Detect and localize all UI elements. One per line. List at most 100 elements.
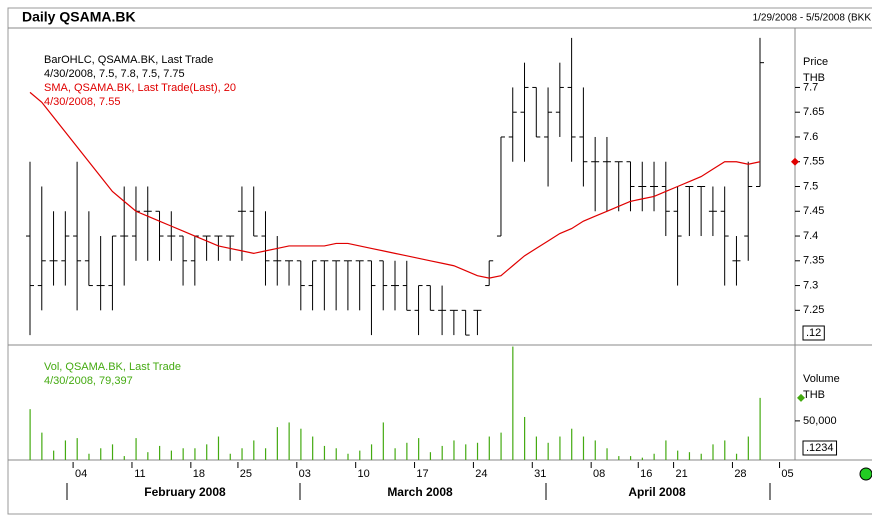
volume-bar (159, 446, 160, 460)
y-tick-label: 7.4 (803, 230, 818, 242)
volume-bar (642, 458, 643, 460)
y-tick-label: 50,000 (803, 415, 837, 427)
volume-bar (489, 437, 490, 460)
y-tick-label: 7.65 (803, 106, 824, 118)
y-tick-label: 7.35 (803, 255, 824, 267)
volume-bar (595, 440, 596, 460)
month-label: April 2008 (628, 485, 686, 499)
axis-title: Price (803, 56, 828, 68)
volume-bar (430, 452, 431, 460)
volume-bar (371, 444, 372, 460)
volume-bar (147, 452, 148, 460)
y-tick-label: 7.3 (803, 279, 818, 291)
volume-bar (65, 440, 66, 460)
volume-bar (41, 433, 42, 460)
volume-bar (524, 417, 525, 460)
status-icon (860, 468, 872, 480)
volume-bar (30, 409, 31, 460)
chart: Daily QSAMA.BK 1/29/2008 - 5/5/2008 (BKK… (0, 0, 872, 518)
volume-bar (654, 454, 655, 460)
x-tick-label: 24 (475, 468, 487, 480)
volume-bar (289, 422, 290, 460)
volume-bar (442, 446, 443, 460)
volume-bar (194, 448, 195, 460)
corner-label: .12 (806, 327, 821, 339)
volume-bar (618, 456, 619, 460)
y-tick-label: 7.45 (803, 205, 824, 217)
volume-bar (736, 454, 737, 460)
volume-bar (53, 451, 54, 460)
volume-bar (312, 437, 313, 460)
volume-bar (418, 438, 419, 460)
x-tick-label: 05 (781, 468, 793, 480)
volume-bar (677, 451, 678, 460)
volume-bar (701, 454, 702, 460)
volume-bar (583, 437, 584, 460)
x-tick-label: 10 (358, 468, 370, 480)
volume-bar (665, 440, 666, 460)
volume-bar (630, 456, 631, 460)
volume-bar (383, 422, 384, 460)
sma-line (30, 92, 760, 278)
y-tick-label: 7.6 (803, 131, 818, 143)
axis-title: THB (803, 389, 825, 401)
y-tick-label: 7.5 (803, 180, 818, 192)
x-tick-label: 08 (593, 468, 605, 480)
volume-bar (100, 448, 101, 460)
legend-text: Vol, QSAMA.BK, Last Trade (44, 361, 181, 373)
volume-bar (548, 443, 549, 460)
chart-title: Daily QSAMA.BK (22, 9, 136, 25)
x-tick-label: 18 (193, 468, 205, 480)
month-label: February 2008 (144, 485, 226, 499)
volume-bar (206, 444, 207, 460)
legend-text: 4/30/2008, 7.55 (44, 96, 120, 108)
volume-bar (277, 427, 278, 460)
page: {"header": {"title": "Daily QSAMA.BK", "… (0, 0, 872, 518)
volume-bar (606, 448, 607, 460)
volume-bar (406, 443, 407, 460)
legend-text: 4/30/2008, 7.5, 7.8, 7.5, 7.75 (44, 68, 185, 80)
month-label: March 2008 (387, 485, 453, 499)
y-tick-label: 7.55 (803, 156, 824, 168)
volume-bar (536, 437, 537, 460)
volume-bar (112, 444, 113, 460)
volume-bar (760, 398, 761, 460)
volume-bar (230, 454, 231, 460)
x-tick-label: 04 (75, 468, 87, 480)
volume-bar (359, 451, 360, 460)
volume-bar (218, 437, 219, 460)
x-tick-label: 28 (734, 468, 746, 480)
volume-bar (712, 444, 713, 460)
volume-bar (465, 444, 466, 460)
volume-bar (347, 454, 348, 460)
volume-bar (183, 448, 184, 460)
volume-bar (124, 456, 125, 460)
volume-bar (241, 448, 242, 460)
y-tick-label: 7.25 (803, 304, 824, 316)
volume-bar (395, 448, 396, 460)
x-tick-label: 16 (640, 468, 652, 480)
x-tick-label: 17 (416, 468, 428, 480)
volume-bar (724, 440, 725, 460)
legend-text: SMA, QSAMA.BK, Last Trade(Last), 20 (44, 82, 236, 94)
axis-title: Volume (803, 373, 840, 385)
volume-bar (135, 438, 136, 460)
volume-bar (253, 440, 254, 460)
legend-text: 4/30/2008, 79,397 (44, 375, 133, 387)
volume-bar (77, 438, 78, 460)
last-value-marker (791, 158, 799, 166)
volume-bar (500, 433, 501, 460)
legend-text: BarOHLC, QSAMA.BK, Last Trade (44, 54, 213, 66)
corner-label: .1234 (806, 442, 834, 454)
x-tick-label: 21 (675, 468, 687, 480)
volume-bar (571, 429, 572, 460)
volume-bar (512, 347, 513, 460)
volume-bar (336, 448, 337, 460)
date-range: 1/29/2008 - 5/5/2008 (BKK (753, 13, 872, 24)
x-tick-label: 31 (534, 468, 546, 480)
volume-bar (300, 429, 301, 460)
volume-bar (689, 452, 690, 460)
volume-bar (559, 437, 560, 460)
x-tick-label: 25 (240, 468, 252, 480)
volume-bar (477, 443, 478, 460)
